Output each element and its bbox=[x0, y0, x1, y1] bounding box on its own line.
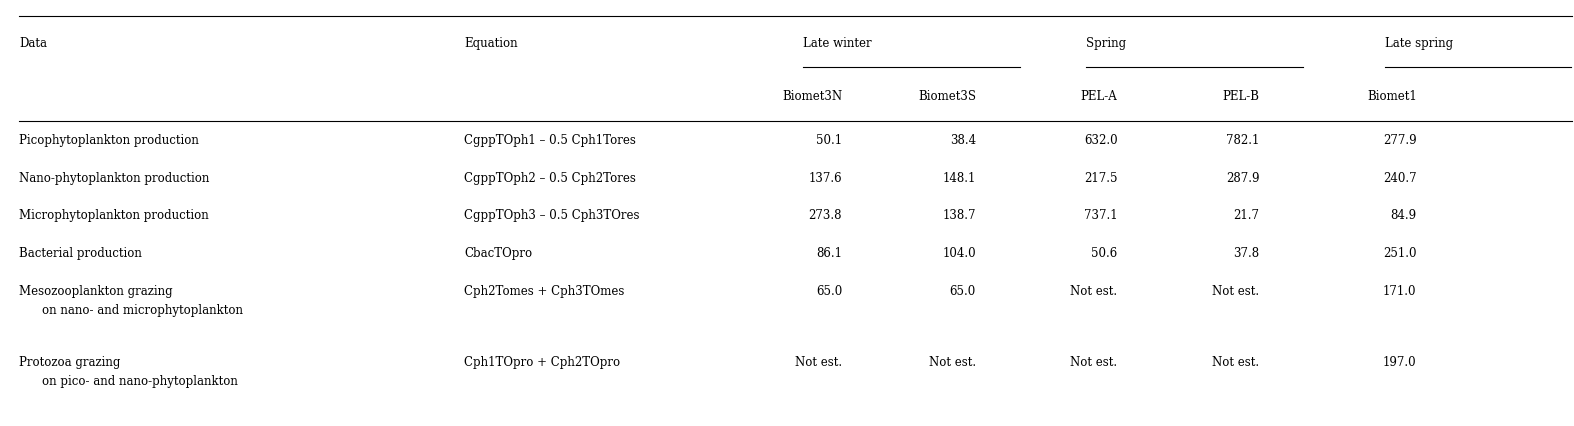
Text: 277.9: 277.9 bbox=[1384, 134, 1417, 147]
Text: Spring: Spring bbox=[1086, 37, 1125, 49]
Text: Not est.: Not est. bbox=[1212, 285, 1259, 297]
Text: Not est.: Not est. bbox=[1070, 285, 1118, 297]
Text: PEL-A: PEL-A bbox=[1081, 90, 1118, 103]
Text: Cph2Tomes + Cph3TOmes: Cph2Tomes + Cph3TOmes bbox=[464, 285, 625, 297]
Text: Biomet1: Biomet1 bbox=[1366, 90, 1417, 103]
Text: 65.0: 65.0 bbox=[815, 285, 842, 297]
Text: 217.5: 217.5 bbox=[1084, 171, 1118, 184]
Text: on nano- and microphytoplankton: on nano- and microphytoplankton bbox=[42, 304, 244, 317]
Text: 287.9: 287.9 bbox=[1226, 171, 1259, 184]
Text: Equation: Equation bbox=[464, 37, 518, 49]
Text: Protozoa grazing: Protozoa grazing bbox=[19, 355, 120, 368]
Text: Not est.: Not est. bbox=[795, 355, 842, 368]
Text: 35.0: 35.0 bbox=[1390, 425, 1417, 426]
Text: Mesozooplankton grazing: Mesozooplankton grazing bbox=[19, 285, 173, 297]
Text: Cph1TOpro + Cph2TOpro: Cph1TOpro + Cph2TOpro bbox=[464, 355, 620, 368]
Text: Nano-phytoplankton production: Nano-phytoplankton production bbox=[19, 171, 209, 184]
Text: Not est.: Not est. bbox=[1070, 355, 1118, 368]
Text: Not est.: Not est. bbox=[929, 355, 976, 368]
Text: Not est.: Not est. bbox=[929, 425, 976, 426]
Text: 50.1: 50.1 bbox=[815, 134, 842, 147]
Text: 38.4: 38.4 bbox=[949, 134, 976, 147]
Text: Biomet3N: Biomet3N bbox=[782, 90, 842, 103]
Text: Biomet3S: Biomet3S bbox=[918, 90, 976, 103]
Text: 138.7: 138.7 bbox=[943, 209, 976, 222]
Text: 251.0: 251.0 bbox=[1384, 246, 1417, 259]
Text: 171.0: 171.0 bbox=[1384, 285, 1417, 297]
Text: CmesTodet: CmesTodet bbox=[464, 425, 530, 426]
Text: 86.1: 86.1 bbox=[815, 246, 842, 259]
Text: 148.1: 148.1 bbox=[943, 171, 976, 184]
Text: on pico- and nano-phytoplankton: on pico- and nano-phytoplankton bbox=[42, 374, 238, 387]
Text: 273.8: 273.8 bbox=[809, 209, 842, 222]
Text: Late spring: Late spring bbox=[1385, 37, 1453, 49]
Text: CgppTOph3 – 0.5 Cph3TOres: CgppTOph3 – 0.5 Cph3TOres bbox=[464, 209, 639, 222]
Text: 37.8: 37.8 bbox=[1232, 246, 1259, 259]
Text: 737.1: 737.1 bbox=[1084, 209, 1118, 222]
Text: 50.6: 50.6 bbox=[1091, 246, 1118, 259]
Text: Bacterial production: Bacterial production bbox=[19, 246, 142, 259]
Text: 137.6: 137.6 bbox=[809, 171, 842, 184]
Text: CgppTOph2 – 0.5 Cph2Tores: CgppTOph2 – 0.5 Cph2Tores bbox=[464, 171, 636, 184]
Text: 197.0: 197.0 bbox=[1384, 355, 1417, 368]
Text: CbacTOpro: CbacTOpro bbox=[464, 246, 532, 259]
Text: Picophytoplankton production: Picophytoplankton production bbox=[19, 134, 198, 147]
Text: Late winter: Late winter bbox=[803, 37, 872, 49]
Text: Microphytoplankton production: Microphytoplankton production bbox=[19, 209, 209, 222]
Text: Data: Data bbox=[19, 37, 47, 49]
Text: Not est.: Not est. bbox=[1212, 425, 1259, 426]
Text: 240.7: 240.7 bbox=[1384, 171, 1417, 184]
Text: 632.0: 632.0 bbox=[1084, 134, 1118, 147]
Text: Not est.: Not est. bbox=[795, 425, 842, 426]
Text: Mesozooplankton fecal: Mesozooplankton fecal bbox=[19, 425, 156, 426]
Text: Not est.: Not est. bbox=[1212, 355, 1259, 368]
Text: 84.9: 84.9 bbox=[1390, 209, 1417, 222]
Text: 782.1: 782.1 bbox=[1226, 134, 1259, 147]
Text: Not est.: Not est. bbox=[1070, 425, 1118, 426]
Text: CgppTOph1 – 0.5 Cph1Tores: CgppTOph1 – 0.5 Cph1Tores bbox=[464, 134, 636, 147]
Text: 65.0: 65.0 bbox=[949, 285, 976, 297]
Text: PEL-B: PEL-B bbox=[1221, 90, 1259, 103]
Text: 21.7: 21.7 bbox=[1232, 209, 1259, 222]
Text: 104.0: 104.0 bbox=[943, 246, 976, 259]
